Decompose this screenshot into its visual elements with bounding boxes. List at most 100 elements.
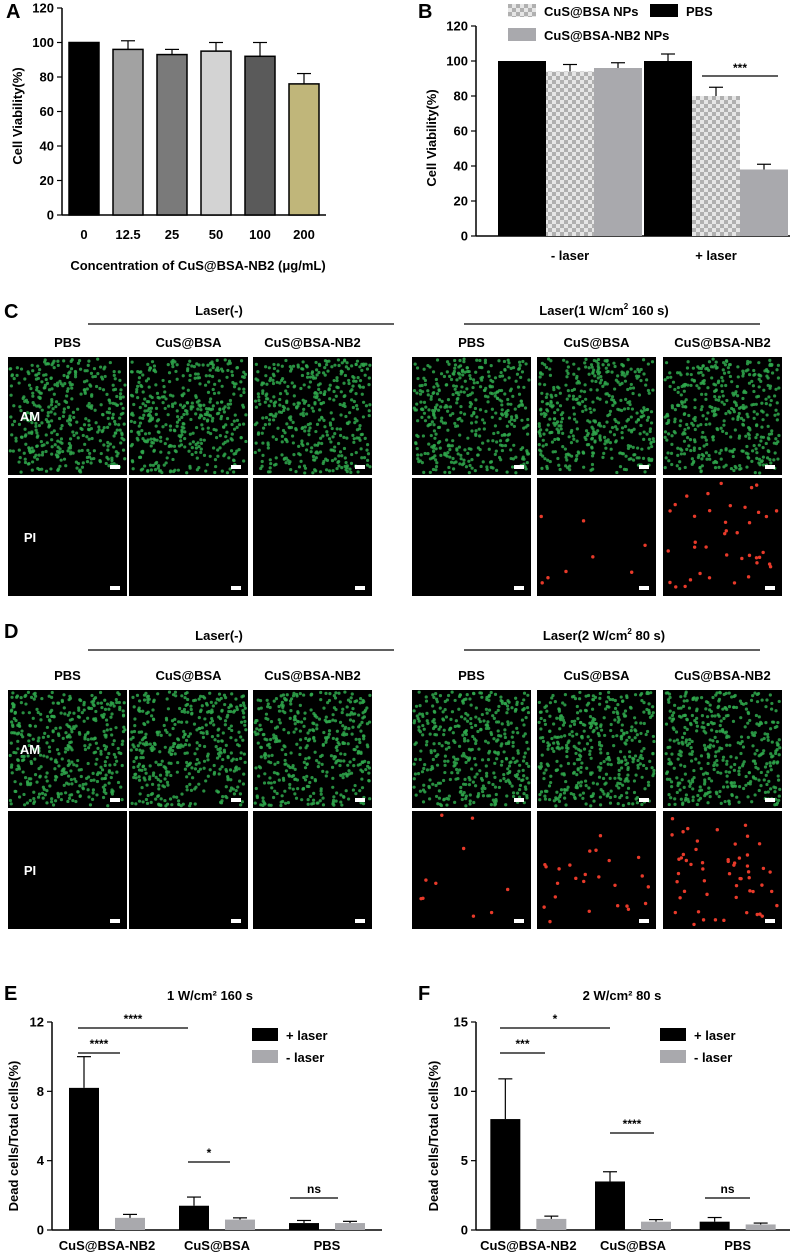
panel-d-am-cell: [321, 769, 325, 773]
panel-d-am-cell: [237, 744, 241, 748]
panel-c-am-cell: [475, 380, 480, 385]
chart-b-legend-label: CuS@BSA NPs: [544, 4, 639, 19]
panel-c-am-cell: [777, 433, 781, 438]
panel-c-am-cell: [572, 437, 576, 441]
panel-d-am-cell: [341, 741, 345, 745]
panel-c-am-cell: [620, 426, 625, 430]
panel-d-am-cell: [202, 759, 207, 763]
panel-d-am-cell: [143, 722, 147, 727]
panel-c-am-cell: [327, 437, 332, 441]
panel-c-am-cell: [212, 427, 216, 432]
panel-c-am-cell: [670, 404, 674, 408]
panel-c-am-cell: [412, 406, 416, 410]
panel-c-am-cell: [56, 359, 60, 363]
panel-c-pi-cell: [728, 503, 733, 508]
panel-c-am-cell: [523, 465, 527, 469]
panel-d-am-cell: [173, 717, 177, 721]
panel-d-am-cell: [268, 705, 272, 710]
panel-d-am-cell: [578, 793, 582, 797]
panel-d-am-cell: [727, 770, 732, 774]
panel-c-am-cell: [324, 363, 329, 367]
panel-c-am-cell: [213, 470, 217, 475]
panel-c-am-cell: [597, 423, 601, 427]
panel-d-am-cell: [202, 766, 206, 770]
panel-d-am-cell: [608, 795, 613, 800]
panel-label-d: D: [4, 621, 18, 643]
panel-c-am-cell: [96, 430, 100, 434]
panel-c-am-cell: [159, 450, 163, 454]
panel-c-am-cell: [46, 420, 50, 424]
panel-c-am-cell: [591, 427, 595, 431]
panel-c-am-cell: [47, 405, 51, 409]
panel-c-am-cell: [352, 379, 356, 383]
panel-d-am-cell: [229, 724, 233, 728]
panel-d-am-cell: [464, 804, 468, 808]
panel-d-am-cell: [284, 752, 288, 757]
panel-c-am-cell: [667, 459, 671, 463]
panel-c-am-cell: [643, 470, 647, 474]
panel-c-am-cell: [122, 422, 126, 426]
panel-d-am-cell: [310, 802, 314, 806]
panel-c-am-cell: [733, 428, 737, 432]
panel-c-am-cell: [460, 463, 465, 467]
panel-c-am-cell: [197, 466, 201, 470]
panel-d-am-cell: [527, 781, 531, 785]
panel-c-am-cell: [283, 380, 287, 384]
panel-d-am-cell: [81, 786, 85, 790]
panel-c-am-cell: [722, 423, 726, 427]
panel-c-am-cell: [584, 397, 588, 401]
panel-c-am-cell: [629, 367, 633, 371]
panel-c-am-cell: [278, 403, 282, 407]
panel-d-am-cell: [619, 766, 624, 770]
panel-c-am-cell: [187, 449, 191, 453]
panel-c-am-cell: [500, 399, 504, 403]
panel-c-am-cell: [588, 407, 592, 411]
panel-d-am-cell: [597, 733, 601, 738]
panel-d-am-cell: [104, 745, 109, 749]
panel-c-pi-cell: [683, 584, 687, 589]
panel-c-am-cell: [540, 372, 544, 376]
panel-c-am-cell: [561, 431, 565, 435]
panel-d-am-cell: [617, 776, 621, 780]
panel-c-am-cell: [332, 378, 336, 383]
panel-c-am-cell: [305, 412, 309, 416]
panel-d-am-cell: [47, 694, 51, 698]
panel-d-am-cell: [511, 794, 516, 799]
panel-d-am-cell: [598, 702, 602, 706]
panel-d-am-cell: [555, 759, 559, 763]
panel-d-am-cell: [539, 790, 544, 794]
panel-d-am-cell: [76, 715, 80, 719]
panel-d-am-cell: [204, 723, 208, 727]
panel-d-am-cell: [272, 699, 276, 703]
panel-c-am-cell: [183, 445, 187, 449]
panel-c-am-cell: [292, 394, 296, 398]
panel-c-am-cell: [340, 466, 344, 470]
panel-d-am-cell: [589, 756, 593, 760]
panel-c-am-cell: [271, 378, 275, 382]
panel-c-am-cell: [448, 413, 453, 417]
panel-c-am-cell: [639, 379, 643, 383]
panel-c-am-cell: [110, 416, 115, 420]
panel-c-am-cell: [502, 359, 507, 364]
panel-c-am-cell: [334, 394, 338, 398]
panel-c-am-cell: [736, 414, 741, 418]
panel-c-am-cell: [457, 445, 462, 449]
panel-d-am-cell: [516, 731, 520, 735]
panel-c-am-cell: [62, 373, 66, 378]
panel-d-am-cell: [234, 697, 238, 701]
panel-c-am-cell: [649, 441, 653, 446]
panel-d-am-cell: [597, 765, 601, 769]
panel-c-am-cell: [351, 433, 355, 437]
panel-c-am-cell: [211, 404, 215, 408]
panel-c-scale-bar: [355, 465, 365, 469]
panel-d-am-cell: [91, 702, 95, 706]
panel-d-am-cell: [276, 772, 280, 776]
panel-d-am-cell: [718, 729, 722, 733]
panel-c-am-cell: [68, 446, 73, 450]
panel-c-am-cell: [171, 358, 175, 363]
panel-c-am-cell: [289, 418, 293, 422]
panel-c-am-cell: [613, 417, 617, 422]
panel-d-am-cell: [571, 734, 575, 738]
panel-d-am-cell: [550, 747, 554, 751]
panel-d-am-cell: [597, 775, 602, 779]
